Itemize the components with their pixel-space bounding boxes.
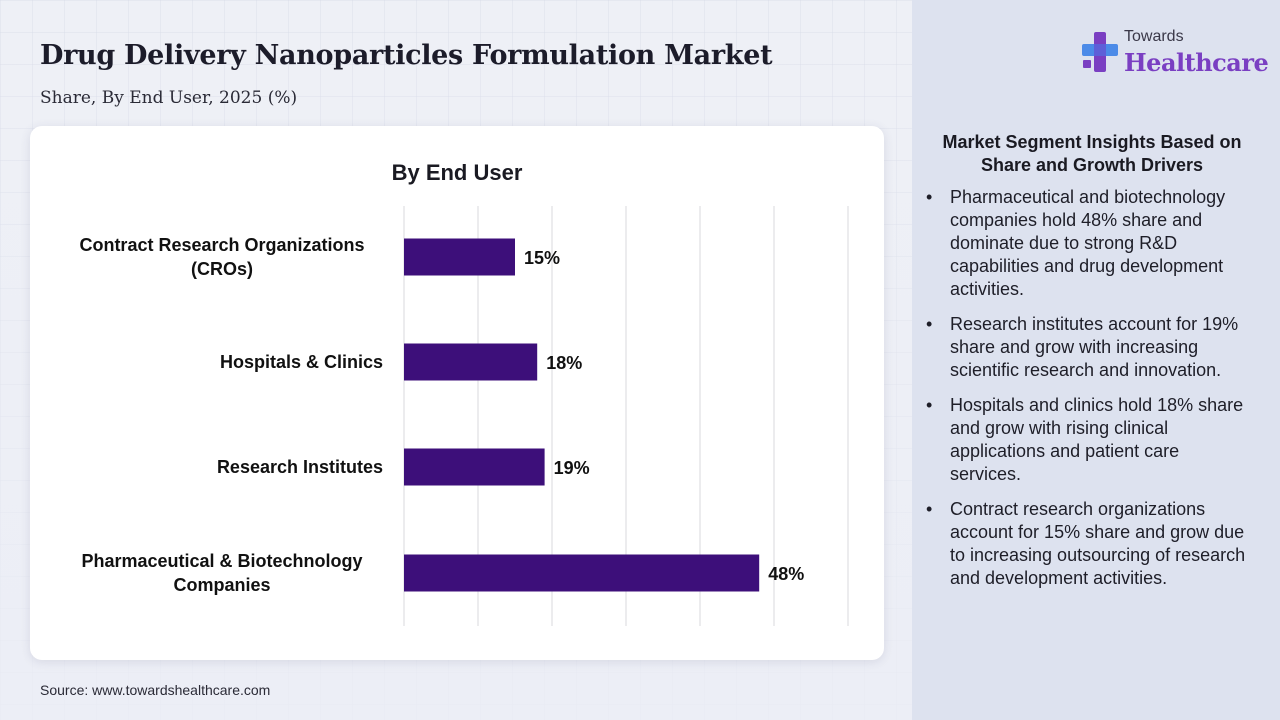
insight-item: Hospitals and clinics hold 18% share and… (924, 394, 1250, 486)
chart-title: By End User (391, 160, 523, 185)
insights-list: Pharmaceutical and biotechnology compani… (924, 186, 1250, 602)
page-subtitle: Share, By End User, 2025 (%) (40, 88, 298, 108)
cross-logo-icon (1082, 32, 1118, 72)
insights-title: Market Segment Insights Based on Share a… (942, 132, 1242, 175)
category-label: Companies (173, 575, 270, 595)
category-label: (CROs) (191, 259, 253, 279)
logo-text-main: Healthcare (1124, 48, 1269, 77)
category-label: Hospitals & Clinics (220, 352, 383, 372)
bar (404, 448, 545, 486)
page-title: Drug Delivery Nanoparticles Formulation … (40, 40, 773, 71)
category-label: Research Institutes (217, 457, 383, 477)
insight-item: Pharmaceutical and biotechnology compani… (924, 186, 1250, 301)
bar (404, 343, 538, 381)
category-label: Pharmaceutical & Biotechnology (81, 551, 362, 571)
category-label: Contract Research Organizations (79, 235, 364, 255)
logo-text-top: Towards (1124, 28, 1184, 45)
data-label: 18% (546, 353, 582, 373)
brand-logo: Towards Healthcare (1080, 28, 1269, 78)
bar-chart: 15% Contract Research Organizations (CROs)… (79, 206, 849, 626)
insight-item: Research institutes account for 19% shar… (924, 313, 1250, 382)
source-note: Source: www.towardshealthcare.com (40, 682, 271, 698)
bar (404, 554, 760, 592)
data-label: 19% (554, 458, 590, 478)
bar (404, 238, 515, 276)
data-label: 15% (524, 248, 560, 268)
data-label: 48% (768, 564, 804, 584)
insight-item: Contract research organizations account … (924, 498, 1250, 590)
